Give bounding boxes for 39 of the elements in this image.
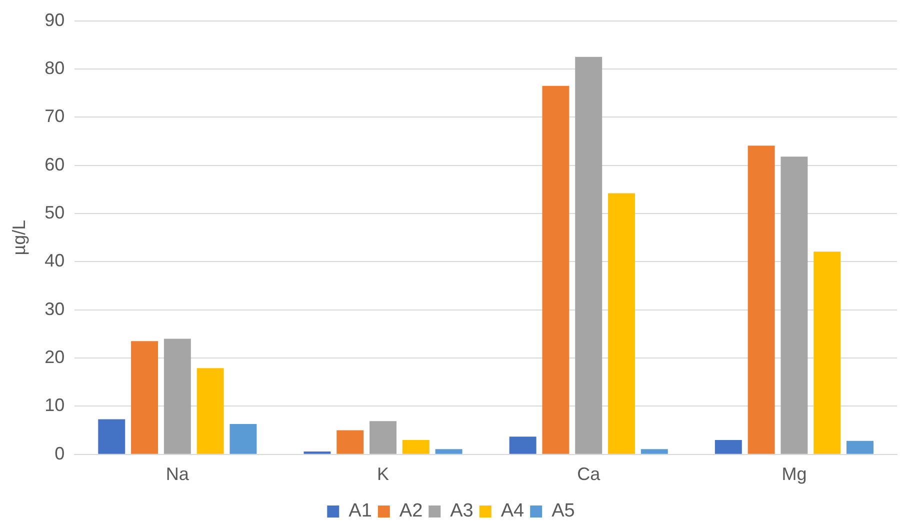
y-tick-label: 60 — [44, 154, 65, 174]
bar — [748, 146, 775, 454]
y-tick-label: 50 — [44, 202, 65, 222]
legend-label: A4 — [500, 500, 525, 522]
y-tick-label: 30 — [44, 298, 65, 319]
bar — [575, 56, 602, 454]
bar — [131, 341, 158, 454]
bar — [509, 436, 536, 454]
bar — [608, 193, 635, 454]
bar — [435, 449, 462, 454]
y-tick-label: 10 — [44, 395, 65, 416]
bar — [98, 419, 126, 454]
bar — [640, 449, 668, 454]
legend-label: A3 — [450, 500, 474, 522]
bar — [542, 86, 570, 454]
y-tick-label: 90 — [44, 10, 65, 30]
bar — [230, 424, 257, 454]
bar — [846, 440, 874, 454]
x-tick-label: Na — [166, 464, 190, 484]
legend-label: A5 — [552, 500, 575, 522]
bar — [370, 421, 396, 454]
y-tick-label: 0 — [54, 443, 65, 464]
x-tick-label: K — [377, 464, 390, 484]
y-tick-label: 20 — [44, 347, 65, 368]
y-tick-label: 40 — [44, 250, 65, 271]
bar — [780, 156, 808, 454]
legend-label: A1 — [348, 500, 372, 522]
bar — [336, 430, 364, 454]
bar — [196, 368, 224, 454]
bar — [402, 440, 430, 454]
x-tick-label: Mg — [782, 464, 807, 484]
x-tick-label: Ca — [577, 464, 602, 484]
legend-label: A2 — [399, 500, 423, 522]
bar — [814, 252, 841, 454]
bar — [714, 440, 742, 454]
y-tick-label: 70 — [44, 106, 65, 126]
bar — [164, 338, 191, 454]
y-tick-label: 80 — [44, 58, 65, 78]
y-axis-title: µg/L — [8, 220, 29, 256]
